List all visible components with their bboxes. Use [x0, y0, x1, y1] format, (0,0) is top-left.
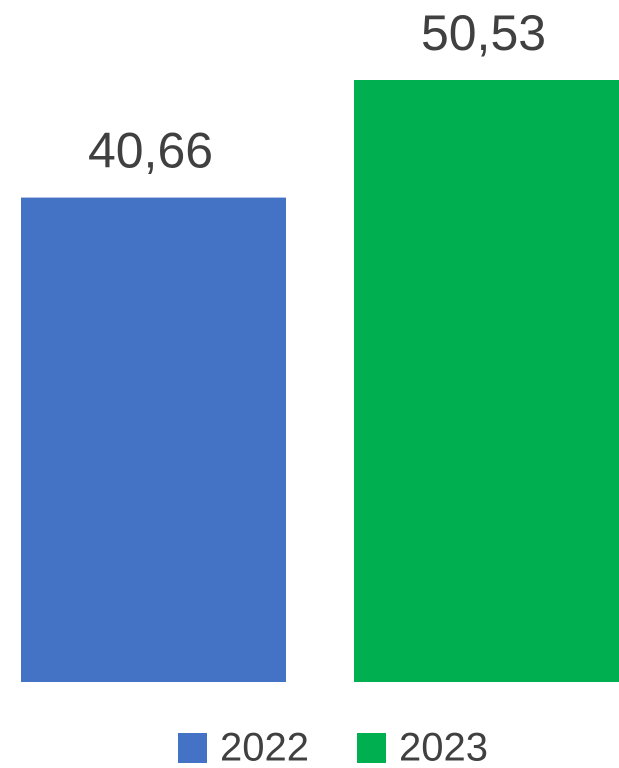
bar	[354, 80, 619, 682]
legend-swatch	[357, 733, 386, 763]
value-label: 50,53	[421, 5, 546, 61]
legend-label: 2022	[220, 726, 309, 768]
legend-label: 2023	[399, 726, 488, 768]
legend-swatch	[178, 733, 207, 763]
bar	[21, 197, 286, 682]
value-label: 40,66	[88, 123, 213, 179]
